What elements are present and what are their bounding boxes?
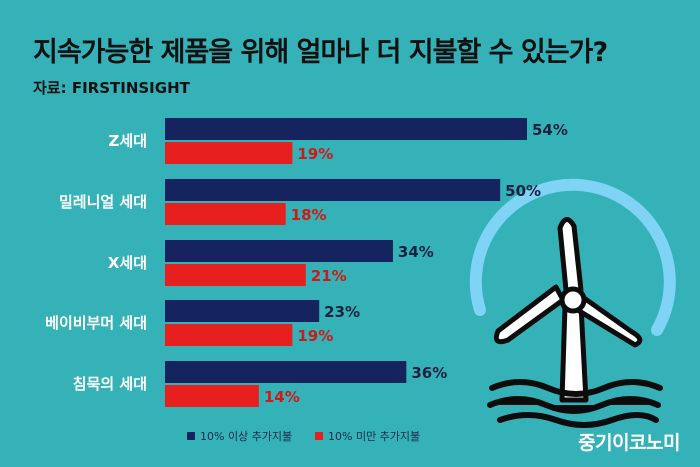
- bar-10pct-plus: [165, 118, 527, 140]
- bar-under-10pct: [165, 324, 293, 346]
- category-label: 밀레니얼 세대: [59, 193, 147, 211]
- category-label: Z세대: [109, 132, 147, 150]
- bar-under-10pct: [165, 264, 306, 286]
- category-label: 침묵의 세대: [73, 375, 147, 393]
- legend-swatch: [187, 432, 195, 440]
- data-label: 34%: [398, 243, 434, 261]
- data-label: 23%: [324, 303, 360, 321]
- data-label: 50%: [505, 182, 541, 200]
- turbine-wave-2: [487, 396, 661, 414]
- bar-under-10pct: [165, 142, 293, 164]
- chart-source: 자료: FIRSTINSIGHT: [33, 79, 190, 97]
- chart-legend: 10% 이상 추가지불 10% 미만 추가지불: [187, 430, 420, 443]
- bar-10pct-plus: [165, 361, 407, 383]
- turbine-wave-1: [489, 379, 663, 397]
- bar-under-10pct: [165, 385, 259, 407]
- turbine-blade-left: [493, 284, 566, 345]
- legend-swatch: [315, 432, 323, 440]
- bar-10pct-plus: [165, 300, 320, 322]
- turbine-blade-up: [557, 217, 584, 293]
- turbine-blade-right: [573, 295, 643, 348]
- bars-group: Z세대 54% 19% 밀레니얼 세대 50% 18% X세대 34% 21% 베이비부머 세대 2…: [45, 118, 568, 407]
- data-label: 14%: [264, 388, 300, 406]
- watermark-logo: 중기이코노미: [578, 432, 680, 454]
- data-label: 18%: [291, 206, 327, 224]
- bar-10pct-plus: [165, 240, 393, 262]
- legend-label: 10% 미만 추가지불: [328, 430, 420, 443]
- wind-turbine-icon: [469, 178, 676, 428]
- turbine-tower: [559, 303, 589, 403]
- data-label: 21%: [311, 267, 347, 285]
- data-label: 36%: [411, 364, 447, 382]
- bar-under-10pct: [165, 203, 286, 225]
- category-label: 베이비부머 세대: [45, 314, 147, 332]
- turbine-arc: [469, 178, 676, 336]
- data-label: 19%: [297, 145, 333, 163]
- bar-10pct-plus: [165, 179, 501, 201]
- legend-label: 10% 이상 추가지불: [200, 430, 292, 443]
- category-label: X세대: [108, 254, 147, 272]
- data-label: 54%: [532, 121, 568, 139]
- data-label: 19%: [297, 327, 333, 345]
- chart-title: 지속가능한 제품을 위해 얼마나 더 지불할 수 있는가?: [33, 37, 608, 68]
- turbine-hub: [559, 286, 587, 314]
- turbine-wave-3: [497, 412, 659, 428]
